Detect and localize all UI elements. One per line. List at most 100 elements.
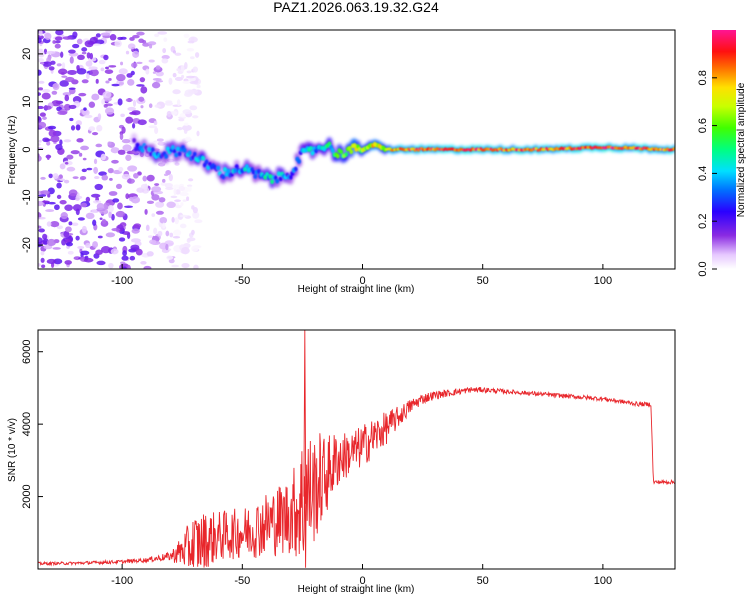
heatmap-x-tick-label: 0 bbox=[359, 275, 365, 287]
heatmap-noise-blob bbox=[38, 116, 42, 123]
heatmap-noise-blob bbox=[121, 173, 131, 180]
heatmap-noise-blob bbox=[82, 109, 90, 117]
heatmap-noise-blob bbox=[84, 114, 93, 119]
heatmap-noise-blob bbox=[120, 261, 126, 265]
heatmap-ridge-cell bbox=[148, 151, 153, 157]
heatmap-noise-blob bbox=[84, 40, 94, 48]
heatmap-noise-blob bbox=[95, 249, 103, 255]
heatmap-noise-blob bbox=[38, 48, 43, 52]
heatmap-noise-blob bbox=[40, 257, 45, 263]
heatmap-noise-blob bbox=[117, 98, 123, 106]
heatmap-noise-blob bbox=[171, 216, 175, 223]
heatmap-noise-blob bbox=[187, 186, 192, 192]
heatmap-noise-blob bbox=[91, 131, 99, 136]
heatmap-noise-blob bbox=[57, 110, 68, 115]
heatmap-noise-blob bbox=[184, 136, 192, 142]
heatmap-ridge-cell bbox=[143, 145, 148, 150]
heatmap-noise-blob bbox=[91, 209, 98, 213]
heatmap-ridge-cell bbox=[288, 174, 293, 180]
heatmap-noise-blob bbox=[101, 218, 107, 224]
colorbar-tick-label: 0.6 bbox=[697, 118, 709, 133]
snr-y-axis: 2000 4000 6000 bbox=[21, 339, 43, 509]
heatmap-noise-blob bbox=[172, 235, 181, 239]
heatmap-y-tick-label: 20 bbox=[21, 48, 33, 60]
colorbar-gradient bbox=[712, 30, 736, 269]
heatmap-noise-blob bbox=[166, 110, 172, 118]
heatmap-noise-blob bbox=[139, 77, 146, 83]
heatmap-noise-blob bbox=[140, 105, 144, 109]
heatmap-noise-blob bbox=[97, 113, 102, 121]
heatmap-noise-blob bbox=[162, 47, 167, 54]
heatmap-noise-blob bbox=[100, 153, 107, 161]
heatmap-noise-blob bbox=[184, 122, 189, 126]
heatmap-noise-blob bbox=[173, 229, 182, 236]
heatmap-noise-blob bbox=[143, 265, 152, 269]
heatmap-noise-blob bbox=[81, 47, 88, 52]
colorbar-tick-label: 0.2 bbox=[697, 214, 709, 229]
heatmap-ridge-cell bbox=[256, 168, 261, 174]
snr-x-tick-label: 50 bbox=[477, 575, 489, 587]
heatmap-noise-blob bbox=[120, 61, 124, 66]
heatmap-noise-blob bbox=[85, 212, 95, 220]
heatmap-noise-blob bbox=[155, 80, 164, 83]
heatmap-noise-blob bbox=[72, 31, 78, 38]
heatmap-noise-blob bbox=[137, 119, 147, 126]
heatmap-noise-blob bbox=[182, 199, 187, 202]
heatmap-noise-blob bbox=[138, 96, 145, 102]
heatmap-noise-blob bbox=[189, 105, 198, 111]
heatmap-noise-blob bbox=[121, 255, 129, 261]
heatmap-noise-blob bbox=[121, 138, 131, 144]
heatmap-noise-blob bbox=[54, 36, 63, 41]
heatmap-noise-blob bbox=[63, 230, 70, 238]
heatmap-noise-blob bbox=[69, 117, 74, 122]
heatmap-ridge-cell bbox=[192, 151, 197, 157]
heatmap-noise-blob bbox=[94, 183, 103, 191]
heatmap-noise-blob bbox=[95, 78, 99, 84]
heatmap-noise-blob bbox=[77, 245, 85, 250]
heatmap-noise-blob bbox=[41, 264, 46, 269]
heatmap-noise-blob bbox=[157, 230, 163, 237]
heatmap-noise-blob bbox=[178, 186, 186, 191]
heatmap-noise-blob bbox=[147, 41, 157, 46]
heatmap-noise-blob bbox=[72, 43, 80, 49]
heatmap-noise-blob bbox=[154, 33, 160, 38]
heatmap-ridge-cell bbox=[297, 159, 302, 164]
heatmap-noise-blob bbox=[179, 183, 184, 187]
heatmap-noise-blob bbox=[88, 126, 96, 132]
heatmap-noise-blob bbox=[191, 245, 199, 252]
heatmap-noise-blob bbox=[52, 247, 61, 250]
heatmap-noise-blob bbox=[38, 87, 44, 91]
heatmap-noise-blob bbox=[38, 139, 42, 143]
heatmap-noise-blob bbox=[56, 194, 62, 200]
heatmap-noise-blob bbox=[99, 217, 103, 220]
heatmap-noise-blob bbox=[107, 167, 114, 174]
heatmap-noise-blob bbox=[85, 196, 91, 203]
heatmap-noise-blob bbox=[56, 63, 62, 67]
heatmap-noise-blob bbox=[184, 62, 188, 70]
heatmap-noise-blob bbox=[40, 62, 45, 65]
heatmap-noise-blob bbox=[78, 152, 83, 157]
heatmap-noise-blob bbox=[162, 222, 166, 229]
snr-x-axis: -100 -50 0 50 100 bbox=[111, 564, 612, 587]
heatmap-noise-blob bbox=[67, 250, 74, 255]
heatmap-noise-blob bbox=[86, 73, 90, 80]
heatmap-noise-blob bbox=[40, 176, 46, 180]
heatmap-ridge-cell bbox=[135, 142, 140, 148]
heatmap-noise-blob bbox=[81, 79, 89, 84]
heatmap-noise-blob bbox=[179, 214, 188, 218]
heatmap-noise-blob bbox=[38, 201, 44, 207]
heatmap-noise-blob bbox=[196, 130, 200, 137]
heatmap-noise-blob bbox=[182, 80, 191, 85]
heatmap-noise-blob bbox=[71, 222, 79, 227]
heatmap-noise-blob bbox=[77, 217, 85, 221]
heatmap-noise-blob bbox=[77, 54, 85, 61]
heatmap-noise-blob bbox=[151, 81, 161, 89]
heatmap-noise-blob bbox=[118, 68, 128, 75]
heatmap-noise-blob bbox=[38, 262, 41, 267]
heatmap-noise-blob bbox=[38, 228, 45, 233]
heatmap-noise-blob bbox=[194, 219, 203, 224]
heatmap-noise-blob bbox=[187, 184, 193, 188]
heatmap-noise-blob bbox=[186, 196, 190, 202]
heatmap-noise-blob bbox=[93, 158, 98, 165]
heatmap-noise-blob bbox=[50, 60, 56, 65]
